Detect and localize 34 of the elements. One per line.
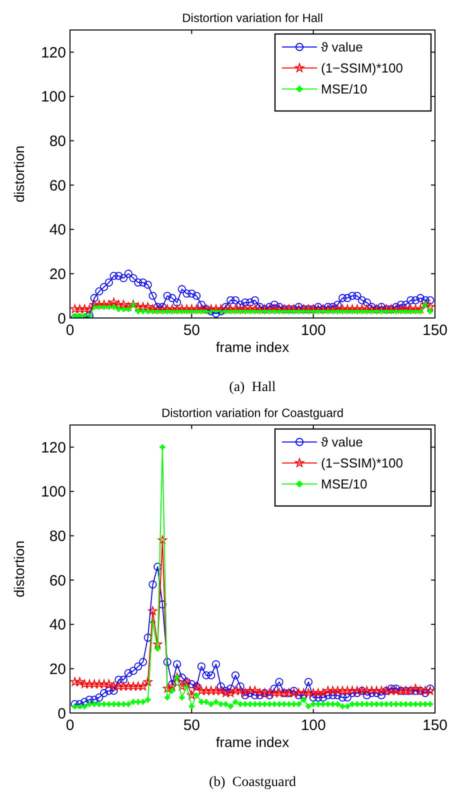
y-tick-label: 80	[49, 133, 66, 150]
text: (a) Hall	[229, 380, 276, 395]
y-tick-label: 60	[49, 572, 66, 590]
x-tick-label: 150	[422, 322, 448, 339]
x-tick-label: 50	[183, 717, 200, 734]
y-axis-title: distortion	[11, 146, 27, 202]
legend-label: (1−SSIM)*100	[321, 456, 404, 471]
legend-label: ϑ value	[321, 434, 363, 450]
y-tick-label: 60	[49, 177, 66, 194]
y-tick-label: 40	[49, 616, 66, 634]
text: (b) Coastguard	[208, 775, 296, 790]
y-tick-label: 40	[49, 222, 66, 239]
x-tick-label: 100	[300, 717, 326, 734]
y-axis-title: distortion	[11, 540, 27, 598]
chart-title: Distortion variation for Coastguard	[161, 406, 344, 420]
y-tick-label: 0	[58, 310, 66, 328]
x-tick-label: 150	[422, 717, 448, 734]
x-tick-label: 50	[183, 322, 200, 339]
y-tick-label: 120	[40, 439, 66, 456]
x-axis-title: frame index	[216, 339, 290, 355]
y-tick-label: 100	[40, 88, 66, 106]
x-axis-title: frame index	[216, 734, 290, 750]
chart-title: Distortion variation for Hall	[182, 11, 323, 25]
y-tick-label: 80	[49, 528, 66, 546]
legend-label: (1−SSIM)*100	[321, 60, 404, 76]
y-tick-label: 20	[49, 266, 66, 283]
legend-label: MSE/10	[321, 476, 368, 492]
x-tick-label: 100	[300, 322, 326, 339]
legend-label: MSE/10	[321, 82, 368, 97]
y-tick-label: 100	[40, 484, 66, 501]
y-tick-label: 20	[49, 660, 66, 678]
legend-label: ϑ value	[321, 40, 363, 55]
y-tick-label: 0	[58, 705, 66, 722]
y-tick-label: 120	[40, 44, 66, 62]
